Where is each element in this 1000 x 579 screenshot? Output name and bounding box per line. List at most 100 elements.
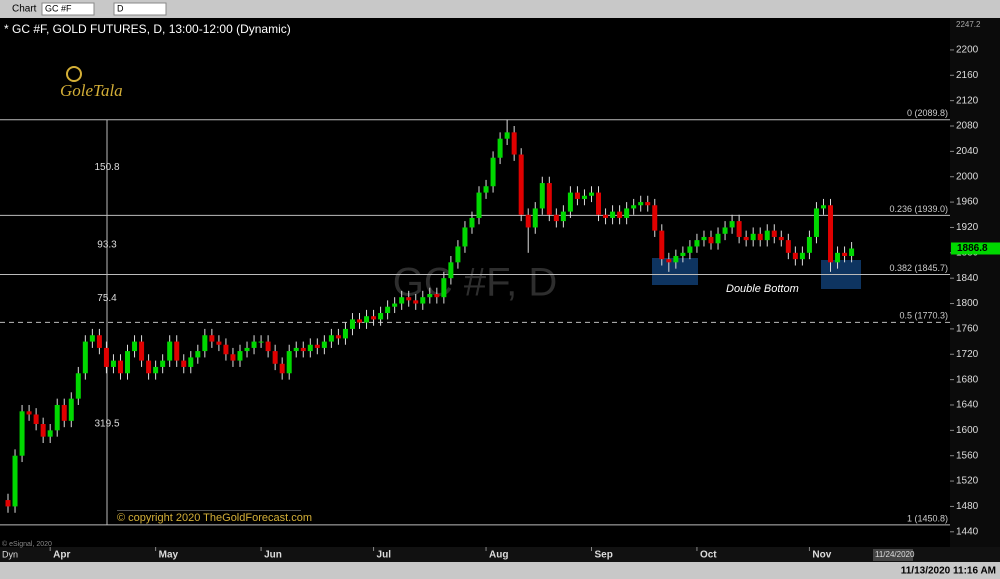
candle-body: [420, 297, 426, 304]
candle-body: [546, 183, 552, 215]
candle-body: [335, 335, 341, 339]
y-tick-label: 1480: [956, 501, 979, 512]
x-tick-label: Sep: [594, 550, 612, 561]
candle-body: [300, 347, 306, 352]
candle-body: [54, 404, 60, 431]
candle-body: [40, 423, 46, 437]
candle-body: [75, 373, 81, 399]
y-tick-label: 2080: [956, 121, 979, 132]
candle-body: [525, 214, 531, 228]
y-tick-label: 2040: [956, 146, 979, 157]
y-axis-area: [950, 18, 1000, 547]
candle-body: [265, 341, 271, 352]
y-tick-label: 1600: [956, 425, 979, 436]
candle-body: [673, 255, 679, 263]
candle-body: [596, 192, 602, 215]
candle-body: [307, 344, 313, 352]
candle-body: [455, 246, 461, 263]
candle-body: [167, 341, 173, 361]
y-axis-top: 2247.2: [956, 20, 981, 29]
y-tick-label: 1760: [956, 324, 979, 335]
candle-body: [750, 233, 756, 241]
candle-body: [342, 328, 348, 339]
candle-body: [835, 252, 841, 263]
candle-body: [47, 430, 53, 437]
candle-body: [202, 335, 208, 352]
interval-box[interactable]: [113, 2, 167, 16]
y-tick-label: 1840: [956, 273, 979, 284]
candle-body: [153, 366, 159, 374]
candle-body: [392, 303, 398, 307]
candle-body: [553, 214, 559, 222]
x-tick-label: Aug: [489, 550, 508, 561]
candle-body: [321, 341, 327, 348]
annotation: Double Bottom: [726, 283, 799, 295]
y-tick-label: 2200: [956, 45, 979, 56]
watermark: GC #F, D: [393, 261, 557, 305]
candle-body: [785, 240, 791, 253]
candle-body: [103, 347, 109, 367]
candle-body: [125, 351, 131, 374]
candle-body: [328, 335, 334, 342]
timestamp: 11/13/2020 11:16 AM: [901, 566, 996, 577]
toolbar-title: Chart: [12, 4, 37, 15]
candle-body: [624, 208, 630, 218]
candle-body: [371, 316, 377, 320]
candle-body: [286, 351, 292, 374]
candle-body: [385, 306, 391, 314]
candle-body: [441, 278, 447, 298]
candle-body: [778, 236, 784, 241]
y-tick-label: 1520: [956, 476, 979, 487]
candle-body: [638, 202, 644, 206]
toolbar: [0, 0, 1000, 18]
candle-body: [722, 227, 728, 234]
plot: 2247.2 1440 1480 1520 1560 1600 1640 1680 1720 17…: [0, 20, 1000, 561]
candle-body: [251, 341, 257, 348]
candle-body: [645, 202, 651, 206]
y-tick-label: 1680: [956, 374, 979, 385]
candle-body: [828, 205, 834, 263]
candle-body: [216, 341, 222, 345]
candle-body: [849, 248, 855, 256]
candle-body: [666, 259, 672, 263]
symbol-box[interactable]: [41, 2, 95, 16]
candle-body: [483, 186, 489, 193]
candle-body: [462, 227, 468, 247]
y-tick-label: 2120: [956, 95, 979, 106]
candle-body: [610, 211, 616, 218]
y-tick-label: 2000: [956, 171, 979, 182]
candle-body: [736, 221, 742, 237]
chart-title: * GC #F, GOLD FUTURES, D, 13:00-12:00 (D…: [4, 22, 291, 36]
candle-body: [603, 214, 609, 218]
toolbar-interval[interactable]: D: [117, 3, 124, 13]
y-tick-label: 2160: [956, 70, 979, 81]
candle-body: [413, 300, 419, 304]
candle-body: [469, 217, 475, 228]
candle-body: [659, 230, 665, 260]
future-date: 11/24/2020: [875, 550, 915, 559]
vendor: © eSignal, 2020: [2, 540, 52, 548]
candle-body: [160, 360, 166, 367]
level-label: 0 (2089.8): [907, 108, 948, 118]
candle-body: [230, 354, 236, 361]
y-tick-label: 1800: [956, 298, 979, 309]
candle-body: [258, 341, 264, 343]
candle-body: [237, 351, 243, 361]
candle-body: [511, 132, 517, 155]
candle-body: [61, 404, 67, 421]
candle-body: [631, 205, 637, 209]
candle-body: [209, 335, 215, 342]
logo: GoleTala: [60, 81, 123, 100]
mode: Dyn: [2, 549, 18, 559]
y-tick-label: 1440: [956, 526, 979, 537]
candle-body: [139, 341, 145, 361]
toolbar-symbol[interactable]: GC #F: [45, 3, 72, 13]
candle-body: [96, 335, 102, 348]
status-bar: [0, 562, 1000, 579]
candle-body: [293, 347, 299, 352]
candle-body: [12, 455, 18, 507]
candle-body: [518, 154, 524, 215]
x-tick-label: Nov: [812, 550, 831, 561]
